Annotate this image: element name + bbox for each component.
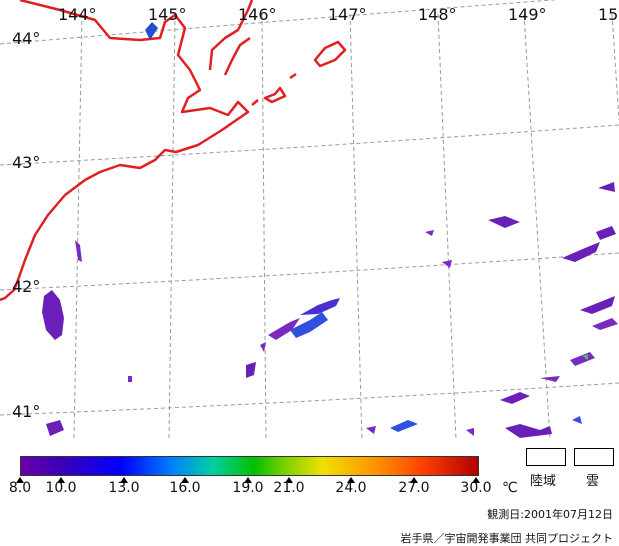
colorbar-tick <box>347 477 355 483</box>
colorbar-tick <box>410 477 418 483</box>
colorbar-tick <box>57 477 65 483</box>
coastline <box>0 0 347 302</box>
meridian-148 <box>437 13 457 440</box>
sst-patch <box>442 260 452 268</box>
lon-label-149: 149° <box>508 5 547 24</box>
sst-patch <box>488 216 520 228</box>
shiretoko-coast <box>208 0 254 71</box>
meridian-144 <box>73 13 83 440</box>
parallel-41 <box>0 382 619 416</box>
hokkaido-coast <box>0 0 250 302</box>
sst-patch <box>268 318 300 340</box>
sst-map: 144° 145° 146° 147° 148° 149° 15 44° 43°… <box>0 0 619 440</box>
meridian-146 <box>261 13 267 440</box>
lat-label-41: 41° <box>12 402 40 421</box>
sst-patch <box>562 242 600 262</box>
lon-label-144: 144° <box>58 5 97 24</box>
colorbar-tick <box>120 477 128 483</box>
lon-label-147: 147° <box>328 5 367 24</box>
colorbar-tick-label: 19.0 <box>232 480 264 496</box>
colorbar-tick-label: 16.0 <box>169 480 201 496</box>
sst-patch <box>145 22 158 40</box>
sst-patches <box>42 22 618 438</box>
habomai-islands <box>251 72 297 106</box>
sst-patch <box>580 296 615 314</box>
colorbar-tick <box>181 477 189 483</box>
sst-patch <box>592 318 618 330</box>
sst-patch <box>570 352 595 366</box>
sst-patch <box>466 428 474 436</box>
colorbar-tick-label: 8.0 <box>8 480 32 496</box>
sst-patch <box>300 298 340 315</box>
cloud-key-label: 雲 <box>586 474 600 489</box>
land-key-label: 陸域 <box>530 474 557 489</box>
sst-patch <box>425 230 434 236</box>
lat-label-43: 43° <box>12 153 40 172</box>
colorbar-tick-label: 10.0 <box>45 480 77 496</box>
unit-label: ℃ <box>502 480 518 496</box>
lon-label-145: 145° <box>148 5 187 24</box>
sst-patch <box>128 376 132 382</box>
colorbar-tick-label: 30.0 <box>460 480 492 496</box>
sst-patch <box>42 290 64 340</box>
lon-label-150: 15 <box>598 5 618 24</box>
lon-label-148: 148° <box>418 5 457 24</box>
lat-label-44: 44° <box>12 29 40 48</box>
parallel-43 <box>0 124 619 166</box>
meridian-149 <box>523 13 551 440</box>
sst-patch <box>505 424 552 438</box>
parallel-44 <box>0 0 559 45</box>
meridian-150 <box>611 13 619 121</box>
legend: 8.0 10.0 13.0 16.0 19.0 21.0 24.0 27.0 3… <box>0 440 619 546</box>
sst-patch <box>75 240 82 262</box>
colorbar-tick-label: 24.0 <box>335 480 367 496</box>
colorbar-tick <box>244 477 252 483</box>
sst-patch <box>582 354 588 360</box>
cloud-key-swatch <box>574 448 614 466</box>
sst-patch <box>46 420 64 436</box>
graticule <box>0 0 619 440</box>
sst-patch <box>390 420 418 432</box>
lon-label-146: 146° <box>238 5 277 24</box>
sst-patch <box>500 392 530 404</box>
land-key-swatch <box>526 448 566 466</box>
sst-patch <box>246 362 256 378</box>
sst-patch <box>572 416 582 424</box>
shikotan-coast <box>313 40 347 68</box>
sst-patch <box>290 312 328 338</box>
temperature-colorbar <box>20 456 479 476</box>
meridian-145 <box>168 13 176 440</box>
colorbar-tick <box>16 477 24 483</box>
kunashiri-coast <box>223 36 251 76</box>
observation-date: 観測日:2001年07月12日 <box>487 508 613 521</box>
sst-patch <box>260 342 266 352</box>
colorbar-tick <box>472 477 480 483</box>
credit-line: 岩手県／宇宙開発事業団 共同プロジェクト <box>400 532 614 545</box>
colorbar-tick-label: 13.0 <box>108 480 140 496</box>
sst-patch <box>540 376 560 382</box>
sst-patch <box>598 182 615 192</box>
parallel-42 <box>0 252 619 291</box>
sst-patch <box>596 226 616 240</box>
lat-label-42: 42° <box>12 277 40 296</box>
colorbar-tick <box>285 477 293 483</box>
meridian-147 <box>349 13 363 440</box>
sst-patch <box>366 426 376 434</box>
colorbar-tick-label: 21.0 <box>273 480 305 496</box>
colorbar-tick-label: 27.0 <box>398 480 430 496</box>
